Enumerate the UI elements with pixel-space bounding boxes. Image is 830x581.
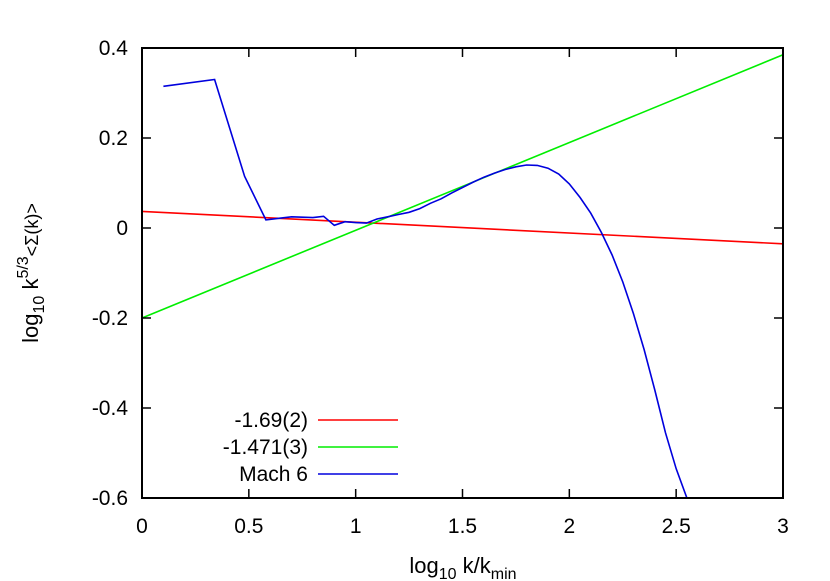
x-axis-label: log10 k/kmin	[409, 553, 516, 581]
series-line-0	[142, 210, 783, 245]
series-line-2	[163, 78, 688, 498]
plot-lines	[142, 54, 783, 498]
x-tick-label: 1.5	[448, 515, 477, 538]
x-axis-label-sub1: 10	[439, 566, 457, 581]
y-tick-label: 0	[116, 217, 128, 240]
series-line-1	[142, 54, 783, 319]
x-tick-label: 0.5	[234, 515, 263, 538]
x-tick-label: 0	[136, 515, 148, 538]
legend-label: -1.471(3)	[223, 436, 308, 459]
legend-label: -1.69(2)	[234, 409, 308, 432]
x-tick-label: 3	[777, 515, 789, 538]
x-tick-label: 2.5	[662, 515, 691, 538]
y-tick-label: 0.2	[99, 127, 128, 150]
y-axis-label-base: log	[18, 313, 43, 342]
y-tick-label: -0.2	[92, 307, 128, 330]
y-tick-label: -0.6	[92, 487, 128, 510]
x-tick-label: 1	[350, 515, 362, 538]
y-axis-label-tail: <Σ(k)>	[22, 203, 42, 256]
y-tick-label: -0.4	[92, 397, 129, 420]
x-axis-label-base: log	[409, 553, 438, 578]
x-axis-label-mid: k/k	[457, 553, 492, 578]
legend-label: Mach 6	[239, 463, 308, 486]
x-axis-label-sub2: min	[491, 566, 517, 581]
y-axis-label-mid: k	[18, 278, 43, 296]
legend: -1.69(2) -1.471(3) Mach 6	[223, 409, 398, 486]
y-tick-label: 0.4	[99, 37, 129, 60]
y-axis-label-sub1: 10	[31, 296, 48, 314]
y-axis-label: log10 k5/3<Σ(k)>	[15, 203, 48, 343]
ticks: 0 0.5 1 1.5 2 2.5 3 -0.6 -0.4 -0.2 0 0.2 0.4	[92, 37, 789, 538]
y-axis-label-sup: 5/3	[15, 256, 32, 278]
x-tick-label: 2	[563, 515, 575, 538]
